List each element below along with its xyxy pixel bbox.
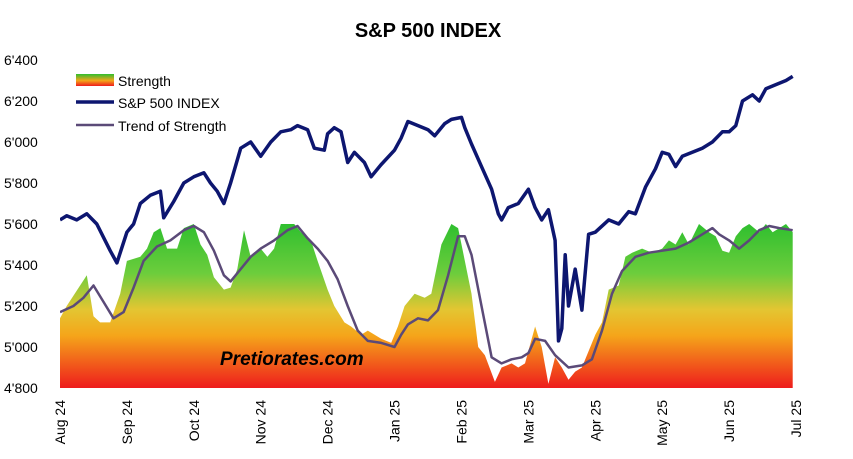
x-tick-label: Aug 24: [52, 400, 68, 445]
x-tick-label: Apr 25: [587, 400, 603, 441]
x-tick-label: Jun 25: [721, 400, 737, 442]
x-tick-label: Nov 24: [253, 400, 269, 445]
y-tick-label: 5'600: [4, 216, 38, 232]
y-tick-label: 4'800: [4, 380, 38, 396]
x-tick-label: Jan 25: [387, 400, 403, 442]
x-axis: Aug 24 Sep 24 Oct 24 Nov 24 Dec 24 Jan 25 Feb …: [52, 400, 804, 446]
y-tick-label: 5'800: [4, 175, 38, 191]
legend-label-strength: Strength: [118, 73, 171, 89]
legend-label-index: S&P 500 INDEX: [118, 95, 220, 111]
legend-swatch-strength: [76, 74, 114, 86]
x-tick-label: Feb 25: [453, 400, 469, 444]
y-axis: 6'400 6'200 6'000 5'800 5'600 5'400 5'200 5'000…: [4, 52, 38, 396]
y-tick-label: 6'200: [4, 93, 38, 109]
y-tick-label: 6'000: [4, 134, 38, 150]
legend-label-trend: Trend of Strength: [118, 118, 226, 134]
x-tick-label: Oct 24: [186, 400, 202, 441]
strength-area: [60, 224, 793, 388]
y-tick-label: 5'400: [4, 257, 38, 273]
plot-area: [60, 74, 794, 388]
watermark: Pretiorates.com: [220, 349, 364, 370]
y-tick-label: 6'400: [4, 52, 38, 68]
trend-of-strength-line: [60, 224, 793, 369]
x-tick-label: Dec 24: [320, 400, 336, 445]
legend: Strength S&P 500 INDEX Trend of Strength: [76, 73, 226, 134]
x-tick-label: Jul 25: [788, 400, 804, 438]
sp500-index-line: [60, 74, 794, 343]
chart-title: S&P 500 INDEX: [355, 20, 502, 42]
x-tick-label: Mar 25: [520, 400, 536, 444]
y-tick-label: 5'000: [4, 339, 38, 355]
y-tick-label: 5'200: [4, 298, 38, 314]
x-tick-label: May 25: [654, 400, 670, 446]
x-tick-label: Sep 24: [119, 400, 135, 445]
